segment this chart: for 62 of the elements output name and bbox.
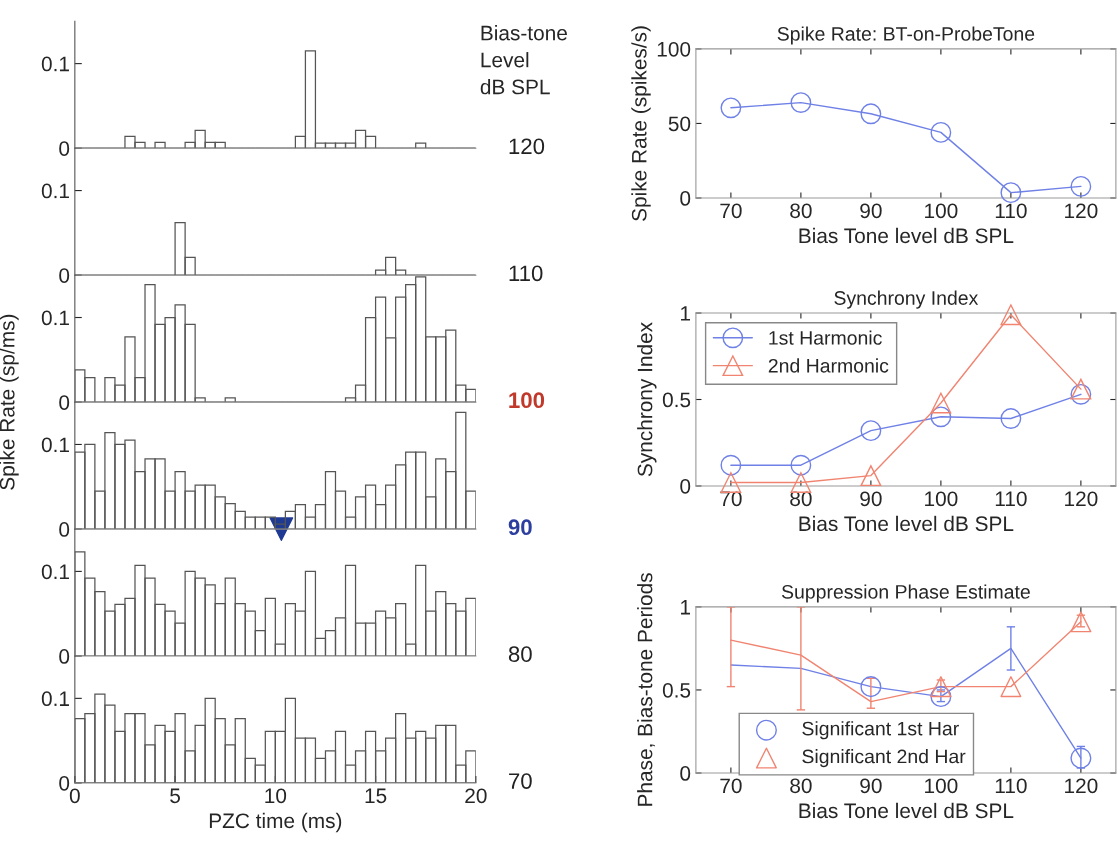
x-tick-label: 70 — [720, 778, 742, 794]
chart-title: Spike Rate: BT-on-ProbeTone — [777, 26, 1035, 45]
y-axis-title: Synchrony Index — [637, 322, 657, 477]
x-tick-label: 120 — [1065, 491, 1098, 507]
x-axis-title: Bias Tone level dB SPL — [799, 515, 1014, 532]
legend-label: 2nd Harmonic — [768, 358, 889, 373]
x-axis-title: Bias Tone level dB SPL — [799, 802, 1014, 819]
y-axis-title: Spike Rate (sp/ms) — [0, 314, 19, 490]
x-tick-label: 20 — [465, 788, 487, 804]
y-tick-label: 0 — [680, 478, 691, 494]
text: 110 — [509, 265, 543, 282]
y-tick-label: 0 — [59, 395, 70, 410]
legend-label: 1st Harmonic — [769, 330, 882, 345]
y-tick-label: 100 — [657, 41, 691, 57]
text: 120 — [509, 138, 545, 155]
text: 80 — [508, 646, 532, 663]
y-tick-label: 1 — [681, 306, 691, 321]
text: Bias-tone Level dB SPL — [480, 25, 567, 95]
x-tick-label: 10 — [265, 788, 287, 804]
x-tick-label: 100 — [925, 203, 958, 219]
y-tick-label: 0.1 — [41, 691, 69, 707]
y-tick-label: 0 — [59, 522, 70, 537]
y-tick-label: 0 — [680, 191, 691, 206]
y-tick-label: 0.1 — [41, 183, 69, 199]
x-tick-label: 120 — [1065, 203, 1098, 219]
x-tick-label: 15 — [365, 788, 387, 804]
x-tick-label: 70 — [720, 203, 742, 219]
y-tick-label: 0 — [680, 766, 691, 781]
y-axis-title: Phase, Bias-tone Periods — [637, 573, 655, 806]
x-tick-label: 5 — [170, 788, 181, 804]
y-tick-label: 0 — [59, 141, 70, 156]
x-tick-label: 110 — [995, 203, 1027, 219]
x-tick-label: 100 — [925, 491, 958, 507]
y-tick-label: 0.5 — [662, 392, 691, 408]
x-tick-label: 100 — [925, 778, 958, 794]
y-tick-label: 0 — [59, 649, 70, 664]
x-axis-title: Bias Tone level dB SPL — [799, 227, 1014, 244]
y-tick-label: 0 — [59, 268, 70, 283]
x-tick-label: 80 — [790, 778, 812, 794]
y-tick-label: 0.1 — [41, 310, 69, 326]
text: 100 — [509, 392, 545, 409]
y-tick-label: 0.1 — [41, 56, 69, 72]
chart-title: Suppression Phase Estimate — [781, 584, 1030, 603]
x-tick-label: 80 — [790, 203, 812, 219]
x-tick-label: 110 — [995, 491, 1027, 507]
y-tick-label: 1 — [681, 600, 691, 615]
x-tick-label: 90 — [860, 778, 882, 794]
text: 90 — [508, 519, 532, 536]
y-tick-label: 0.1 — [41, 564, 69, 580]
x-tick-label: 90 — [860, 203, 882, 219]
y-tick-label: 0.5 — [662, 682, 691, 698]
legend-label: Significant 2nd Har — [802, 749, 966, 768]
y-tick-label: 50 — [668, 116, 691, 132]
chart-title: Synchrony Index — [834, 290, 979, 309]
x-tick-label: 90 — [860, 491, 882, 507]
y-axis-title: Spike Rate (spikes/s) — [631, 26, 651, 221]
legend-label: Significant 1st Har — [802, 721, 959, 740]
x-axis-title: PZC time (ms) — [209, 812, 342, 833]
x-tick-label: 110 — [995, 778, 1027, 794]
x-tick-label: 0 — [69, 788, 80, 804]
x-tick-label: 120 — [1065, 778, 1098, 794]
y-tick-label: 0.1 — [41, 437, 69, 453]
